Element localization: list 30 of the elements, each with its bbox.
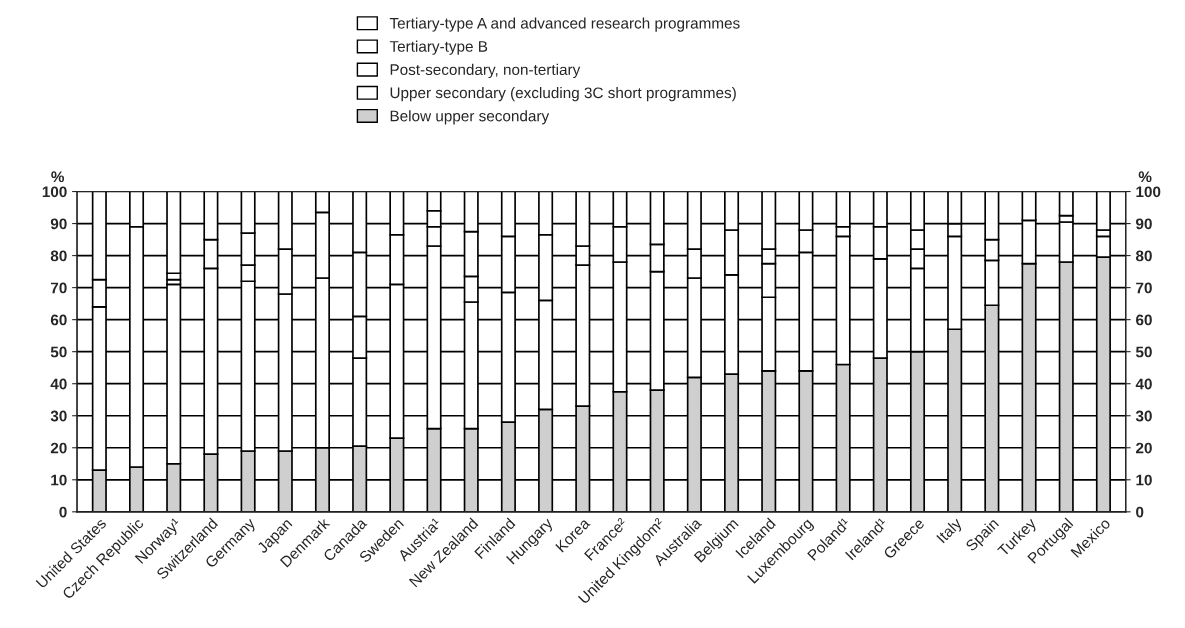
legend-label: Below upper secondary [390,110,550,125]
y-tick-label: 70 [50,282,67,294]
y-tick-label: 80 [50,250,67,262]
y2-tick-label: 20 [1136,442,1152,454]
y2-tick-label: 80 [1135,250,1152,262]
y2-tick-label: 40 [1135,378,1152,390]
y2-tick-label: 90 [1136,218,1152,230]
legend-label: Post-secondary, non-tertiary [390,63,581,79]
y-tick-label: 40 [50,378,67,390]
y-axis-title: % [51,171,65,183]
y-tick-label: 0 [59,506,67,518]
y2-tick-label: 30 [1135,410,1152,422]
y-tick-label: 20 [50,442,67,454]
x-tick-label: Italy [935,516,965,546]
y2-tick-label: 60 [1136,314,1152,326]
y-tick-label: 10 [51,474,67,486]
y2-axis-title: % [1138,171,1152,183]
y2-tick-label: 100 [1136,186,1161,198]
y-tick-label: 50 [50,346,67,358]
y-tick-label: 100 [42,186,67,198]
y2-tick-label: 50 [1135,346,1152,358]
y-tick-label: 30 [50,410,67,422]
legend-label: Tertiary-type A and advanced research programmes [389,17,740,32]
y-tick-label: 60 [50,314,67,326]
legend-label: Tertiary-type B [389,40,488,55]
y2-tick-label: 70 [1136,282,1152,294]
y-tick-label: 90 [50,218,67,230]
y2-tick-label: 0 [1136,506,1144,518]
legend-label: Upper secondary (excluding 3C short programmes) [390,86,736,102]
y2-tick-label: 10 [1136,474,1152,486]
